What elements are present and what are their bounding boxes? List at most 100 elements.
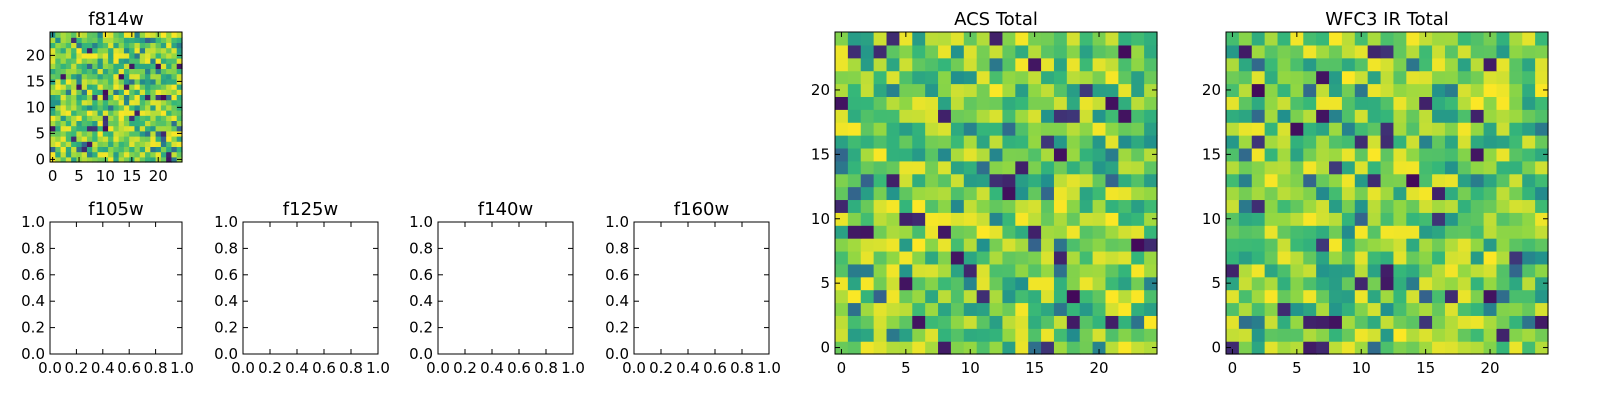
heatmap-cell	[86, 94, 93, 101]
heatmap-cell	[166, 78, 173, 85]
heatmap-cell	[1316, 328, 1330, 342]
heatmap-cell	[118, 120, 125, 127]
heatmap-cell	[1002, 328, 1016, 342]
heatmap-cell	[1002, 109, 1016, 123]
heatmap-cell	[912, 263, 926, 278]
y-tick-label: 0.6	[605, 266, 629, 284]
heatmap-cell	[1066, 302, 1081, 316]
heatmap-cell	[139, 130, 146, 137]
heatmap-cell	[145, 130, 151, 137]
heatmap-cell	[860, 109, 875, 123]
heatmap-cell	[1367, 263, 1382, 278]
heatmap-cell	[1393, 250, 1407, 265]
heatmap-cell	[1105, 263, 1119, 278]
heatmap-cell	[1483, 44, 1498, 59]
heatmap-cell	[873, 122, 888, 136]
heatmap-cell	[938, 70, 952, 85]
heatmap-cell	[1367, 276, 1382, 291]
heatmap-cell	[1002, 341, 1016, 355]
heatmap-cell	[1535, 328, 1549, 342]
heatmap-cell	[113, 156, 120, 163]
heatmap-cell	[1509, 199, 1523, 213]
heatmap-cell	[835, 44, 849, 59]
heatmap-cell	[92, 58, 99, 64]
heatmap-cell	[1470, 289, 1485, 304]
heatmap-cell	[76, 141, 83, 147]
heatmap-cell	[1079, 96, 1094, 110]
x-tick-label: 0.0	[231, 359, 255, 377]
heatmap-cell	[160, 42, 167, 49]
heatmap-cell	[1264, 96, 1279, 110]
heatmap-cell	[113, 63, 120, 69]
heatmap-cell	[1264, 276, 1279, 291]
heatmap-cell	[1264, 109, 1279, 123]
y-tick-label: 15	[1202, 145, 1221, 163]
heatmap-cell	[134, 68, 141, 75]
heatmap-cell	[108, 125, 114, 132]
heatmap-cell	[1041, 302, 1055, 316]
heatmap-cell	[118, 42, 125, 49]
heatmap-cell	[1066, 57, 1081, 72]
heatmap-cell	[835, 122, 849, 136]
heatmap-cell	[1419, 225, 1433, 239]
heatmap-cell	[1380, 289, 1395, 304]
heatmap-cell	[1367, 250, 1382, 265]
heatmap-cell	[1419, 289, 1433, 304]
heatmap-cell	[166, 125, 173, 132]
heatmap-cell	[1444, 289, 1459, 304]
heatmap-cell	[81, 42, 88, 49]
heatmap-cell	[1329, 173, 1343, 188]
heatmap-cell	[1380, 238, 1395, 252]
heatmap-cell	[1354, 122, 1369, 136]
heatmap-cell	[1028, 44, 1042, 59]
heatmap-cell	[1496, 276, 1510, 291]
heatmap-cell	[1277, 263, 1291, 278]
heatmap-cell	[1226, 70, 1240, 85]
heatmap-cell	[155, 37, 162, 43]
heatmap-cell	[113, 84, 120, 90]
heatmap-cell	[1432, 212, 1446, 226]
heatmap-cell	[1264, 341, 1279, 355]
heatmap-cell	[123, 125, 130, 132]
axes-frame	[834, 31, 1158, 355]
heatmap-cell	[1483, 212, 1498, 226]
heatmap-cell	[1015, 250, 1029, 265]
heatmap-cell	[1105, 212, 1119, 226]
heatmap-cell	[1303, 83, 1317, 97]
heatmap-cell	[134, 47, 141, 54]
heatmap-cell	[92, 94, 99, 101]
heatmap-cell	[171, 146, 178, 153]
heatmap-cell	[145, 58, 151, 64]
heatmap-cell	[1015, 328, 1029, 342]
panel-title: f105w	[88, 199, 143, 220]
heatmap-cell	[899, 341, 913, 355]
heatmap-cell	[1367, 289, 1382, 304]
heatmap-cell	[1041, 186, 1055, 201]
heatmap-cell	[113, 52, 120, 59]
heatmap-cell	[1066, 160, 1081, 175]
heatmap-cell	[1432, 341, 1446, 355]
heatmap-cell	[76, 78, 83, 85]
heatmap-cell	[1238, 109, 1253, 123]
x-tick-label: 0.4	[676, 359, 700, 377]
heatmap-cell	[171, 99, 178, 106]
heatmap-cell	[1483, 147, 1498, 162]
heatmap-cell	[1380, 199, 1395, 213]
heatmap-cell	[1354, 276, 1369, 291]
heatmap-cell	[1432, 160, 1446, 175]
heatmap-cell	[899, 276, 913, 291]
heatmap-cell	[1406, 250, 1420, 265]
heatmap-cell	[873, 263, 888, 278]
heatmap-cell	[1131, 238, 1145, 252]
y-tick-label: 0.8	[21, 239, 45, 257]
heatmap-cell	[171, 151, 178, 158]
heatmap-cell	[1419, 263, 1433, 278]
heatmap-cell	[938, 276, 952, 291]
heatmap-cell	[1419, 341, 1433, 355]
heatmap-cell	[976, 122, 991, 136]
heatmap-cell	[160, 141, 167, 147]
heatmap-cell	[1226, 315, 1240, 329]
heatmap-cell	[55, 84, 62, 90]
heatmap-cell	[1028, 289, 1042, 304]
heatmap-cell	[1041, 250, 1055, 265]
